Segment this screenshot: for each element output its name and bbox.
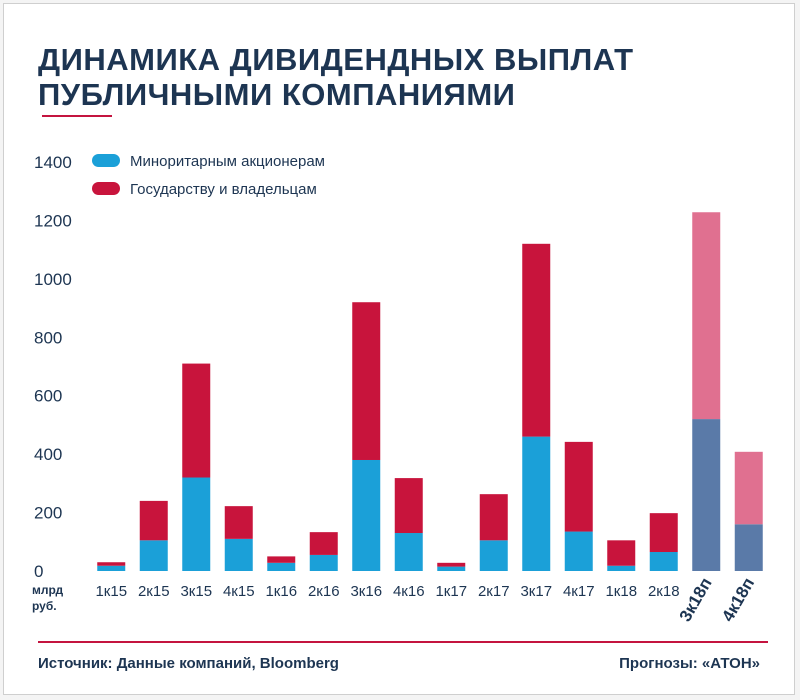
y-tick-label: 200	[34, 504, 62, 523]
bar-segment-state	[97, 562, 126, 566]
y-tick-label: 1400	[34, 153, 72, 172]
x-tick-label: 3к18п	[676, 575, 716, 625]
bar-segment-minority	[224, 538, 253, 571]
legend-swatch	[92, 154, 120, 167]
bar-segment-state	[267, 556, 296, 563]
x-tick-label: 1к17	[435, 583, 467, 600]
chart-title-line-2: ПУБЛИЧНЫМИ КОМПАНИЯМИ	[38, 77, 516, 112]
x-tick-label: 2к15	[138, 583, 170, 600]
bar-segment-minority	[522, 436, 551, 571]
y-unit-label: руб.	[32, 599, 57, 613]
bar-segment-state	[734, 451, 763, 525]
legend-swatch	[92, 182, 120, 195]
y-tick-label: 1200	[34, 211, 72, 230]
legend-label: Государству и владельцам	[130, 181, 317, 198]
x-tick-label: 2к16	[308, 583, 340, 600]
bar-segment-state	[649, 513, 678, 553]
x-tick-label: 2к18	[648, 583, 680, 600]
y-tick-label: 600	[34, 387, 62, 406]
bar-segment-minority	[309, 554, 338, 571]
y-tick-label: 0	[34, 562, 43, 581]
chart-card: ДИНАМИКА ДИВИДЕНДНЫХ ВЫПЛАТ ПУБЛИЧНЫМИ К…	[3, 3, 795, 695]
x-tick-label: 4к18п	[718, 575, 758, 625]
bar-segment-state	[139, 500, 168, 541]
bar-segment-state	[522, 243, 551, 437]
bar-segment-state	[224, 506, 253, 539]
bar-segment-state	[437, 562, 466, 567]
y-tick-label: 1000	[34, 270, 72, 289]
bar-segment-state	[182, 363, 211, 478]
bar-segment-minority	[97, 565, 126, 571]
chart-title-line-1: ДИНАМИКА ДИВИДЕНДНЫХ ВЫПЛАТ	[38, 42, 634, 77]
forecast-note: Прогнозы: «АТОН»	[619, 655, 760, 672]
y-tick-label: 800	[34, 328, 62, 347]
x-tick-label: 3к16	[350, 583, 382, 600]
title-accent-rule	[42, 115, 112, 117]
x-tick-label: 1к16	[265, 583, 297, 600]
legend-label: Миноритарным акционерам	[130, 153, 325, 170]
x-tick-label: 1к18	[605, 583, 637, 600]
bar-segment-minority	[692, 419, 721, 571]
bar-segment-minority	[649, 552, 678, 571]
y-tick-label: 400	[34, 445, 62, 464]
bar-segment-minority	[352, 459, 381, 571]
chart-title: ДИНАМИКА ДИВИДЕНДНЫХ ВЫПЛАТ ПУБЛИЧНЫМИ К…	[38, 42, 634, 112]
y-unit-label: млрд	[32, 583, 64, 597]
bar-segment-state	[394, 478, 423, 534]
bar-segment-minority	[734, 524, 763, 571]
bar-segment-state	[692, 212, 721, 420]
bar-segment-minority	[479, 540, 508, 571]
bar-segment-state	[564, 441, 593, 532]
bar-segment-minority	[564, 531, 593, 571]
x-tick-label: 4к15	[223, 583, 255, 600]
x-tick-label: 3к17	[520, 583, 552, 600]
bar-segment-state	[352, 302, 381, 460]
x-tick-label: 2к17	[478, 583, 510, 600]
bar-segment-minority	[437, 566, 466, 571]
x-tick-label: 3к15	[180, 583, 212, 600]
x-tick-label: 4к16	[393, 583, 425, 600]
bar-segment-minority	[394, 533, 423, 571]
x-tick-label: 4к17	[563, 583, 595, 600]
bar-segment-state	[607, 540, 636, 566]
bar-segment-state	[479, 494, 508, 541]
source-note: Источник: Данные компаний, Bloomberg	[38, 655, 339, 672]
bar-segment-state	[309, 532, 338, 555]
bar-segment-minority	[607, 565, 636, 571]
bar-segment-minority	[182, 477, 211, 571]
bar-segment-minority	[139, 540, 168, 571]
footer-accent-rule	[38, 641, 768, 643]
bar-segment-minority	[267, 562, 296, 571]
x-tick-label: 1к15	[95, 583, 127, 600]
